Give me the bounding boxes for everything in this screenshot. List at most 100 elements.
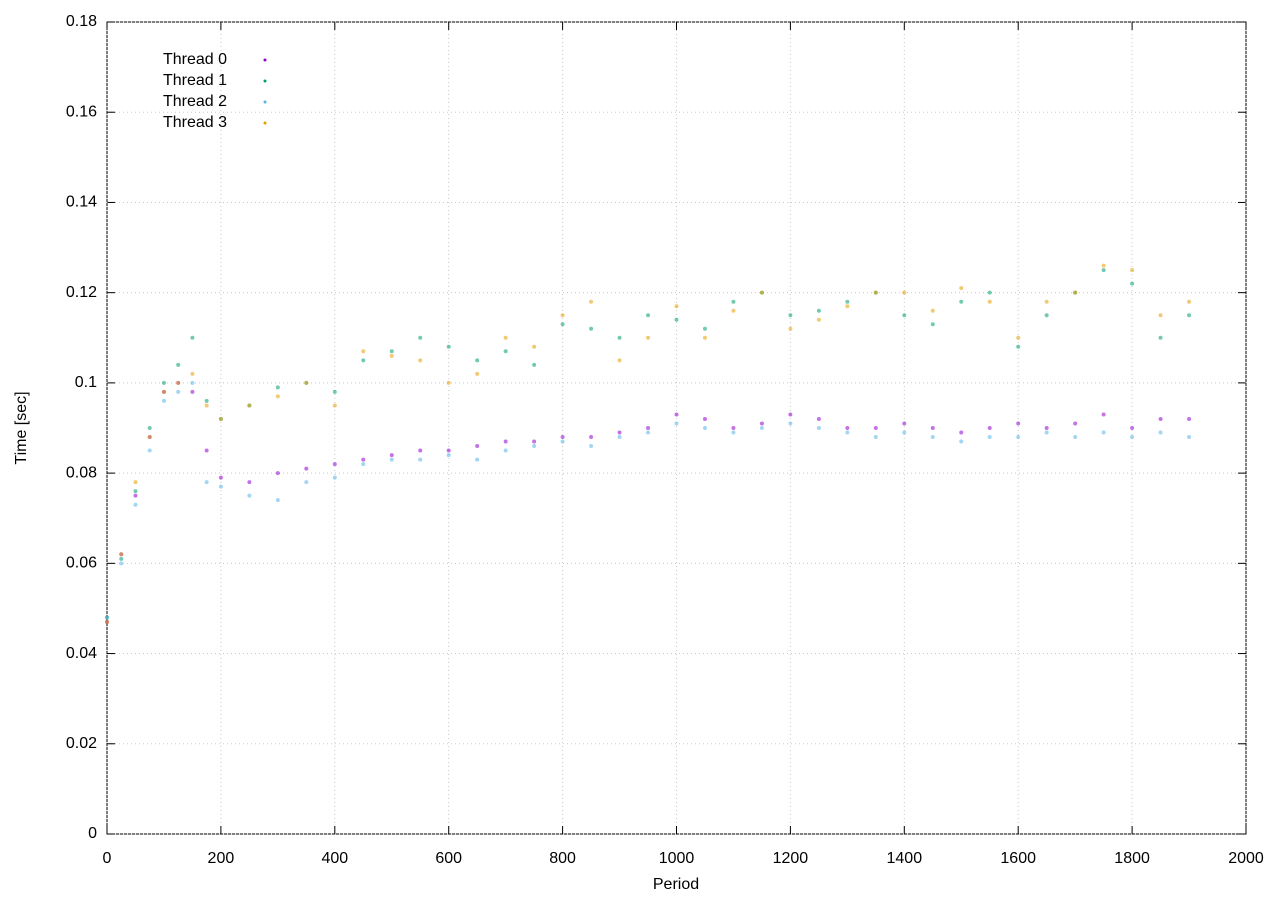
legend-marker [263, 79, 267, 83]
point [304, 466, 309, 471]
point [532, 439, 537, 444]
point [161, 389, 166, 394]
x-tick-label: 1000 [659, 850, 695, 867]
point [247, 403, 252, 408]
point [1130, 435, 1135, 440]
point [275, 498, 280, 503]
x-tick-label: 1800 [1114, 850, 1150, 867]
y-tick-label: 0.18 [66, 13, 97, 30]
point [1073, 290, 1078, 295]
point [702, 426, 707, 430]
point [788, 313, 793, 318]
point [190, 335, 195, 340]
y-tick-label: 0.12 [66, 284, 97, 301]
point [930, 435, 935, 440]
point [902, 313, 907, 318]
point [475, 444, 480, 449]
point [674, 304, 679, 309]
point [133, 493, 138, 498]
point [731, 430, 736, 435]
point [275, 385, 280, 390]
point [503, 448, 508, 453]
point [332, 462, 337, 467]
point [475, 358, 480, 363]
point [589, 444, 594, 449]
legend-marker [263, 100, 267, 104]
point [218, 416, 223, 421]
point [332, 389, 337, 394]
point [161, 380, 166, 385]
point [788, 412, 793, 417]
point [788, 326, 793, 331]
point [218, 484, 223, 489]
point [1187, 435, 1192, 440]
point [147, 448, 152, 453]
point [959, 439, 964, 444]
point [560, 322, 565, 327]
point [389, 349, 394, 354]
y-tick-label: 0.02 [66, 735, 97, 752]
point [275, 471, 280, 476]
point [503, 439, 508, 444]
point [1016, 344, 1021, 349]
point [589, 299, 594, 304]
point [816, 308, 821, 313]
point [845, 299, 850, 304]
point [446, 380, 451, 385]
point [190, 389, 195, 394]
point [304, 480, 309, 485]
point [361, 349, 366, 354]
point [418, 335, 423, 340]
point [1187, 313, 1192, 318]
legend-marker [263, 121, 267, 125]
point [959, 286, 964, 291]
point [816, 426, 821, 430]
point [646, 426, 651, 430]
point [133, 502, 138, 507]
point [1187, 416, 1192, 421]
point [617, 430, 622, 435]
point [1101, 430, 1106, 435]
point [816, 416, 821, 421]
point [147, 435, 152, 440]
point [147, 426, 152, 430]
point [361, 462, 366, 467]
point [617, 358, 622, 363]
point [617, 335, 622, 340]
point [1044, 426, 1049, 430]
point [418, 448, 423, 453]
point [1101, 268, 1106, 273]
legend-label: Thread 2 [163, 93, 227, 110]
point [930, 308, 935, 313]
point [902, 421, 907, 426]
point [987, 290, 992, 295]
y-tick-label: 0.04 [66, 645, 97, 662]
y-tick-label: 0 [88, 825, 97, 842]
point [389, 457, 394, 462]
point [361, 457, 366, 462]
point [503, 349, 508, 354]
point [119, 556, 124, 561]
point [674, 317, 679, 322]
point [418, 457, 423, 462]
point [731, 308, 736, 313]
point [617, 435, 622, 440]
point [1073, 435, 1078, 440]
legend-label: Thread 3 [163, 114, 227, 131]
point [1016, 435, 1021, 440]
point [959, 430, 964, 435]
point [1130, 268, 1135, 273]
point [930, 426, 935, 430]
point [247, 493, 252, 498]
point [204, 480, 209, 485]
plot-border [106, 21, 1247, 835]
point [873, 435, 878, 440]
x-tick-label: 400 [321, 850, 348, 867]
point [304, 380, 309, 385]
point [532, 344, 537, 349]
point [1130, 426, 1135, 430]
point [646, 313, 651, 318]
point [560, 439, 565, 444]
point [176, 389, 181, 394]
